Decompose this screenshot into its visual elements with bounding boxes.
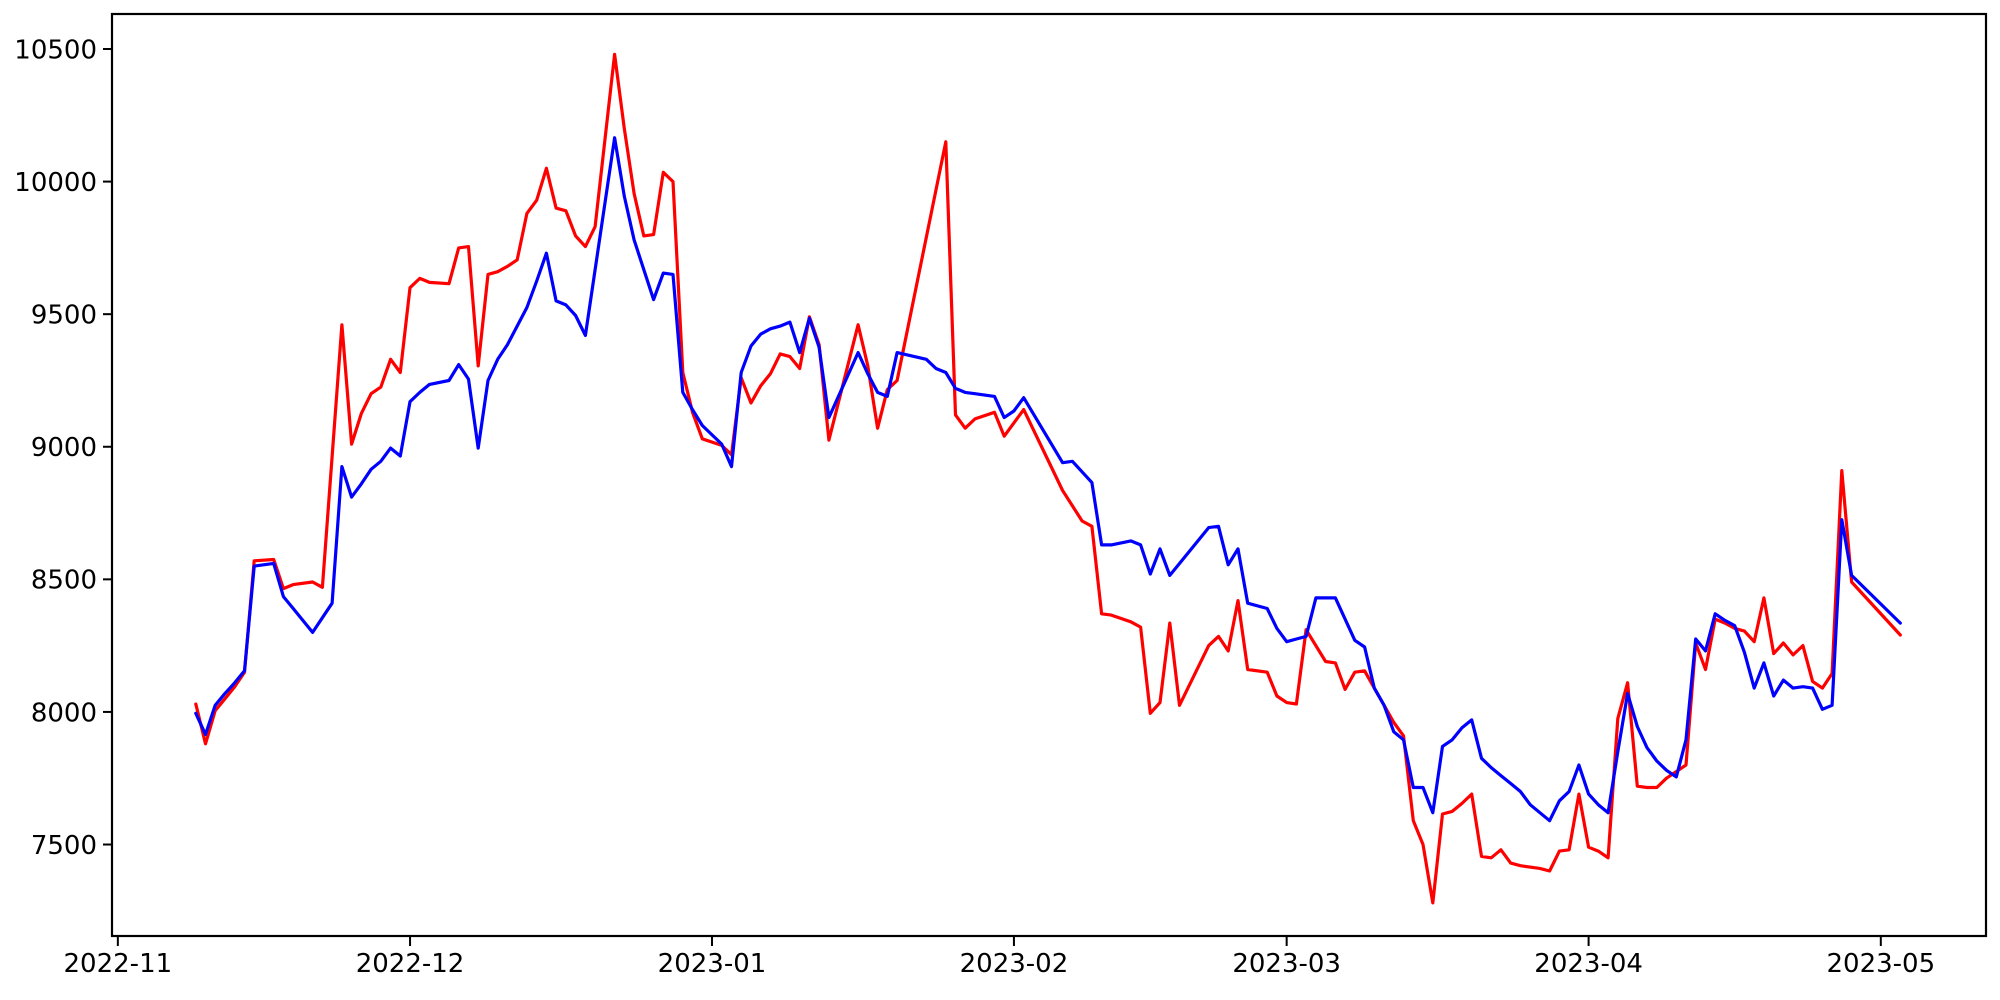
x-tick-label: 2023-02 bbox=[960, 949, 1069, 979]
y-tick-label: 8500 bbox=[31, 566, 97, 596]
x-tick-label: 2023-04 bbox=[1534, 949, 1643, 979]
y-tick-label: 10500 bbox=[14, 35, 97, 65]
x-tick-label: 2023-05 bbox=[1826, 949, 1935, 979]
y-tick-label: 8000 bbox=[31, 698, 97, 728]
y-tick-label: 10000 bbox=[14, 168, 97, 198]
blue-series-line bbox=[194, 136, 1902, 823]
x-tick-label: 2022-12 bbox=[356, 949, 465, 979]
y-tick-label: 7500 bbox=[31, 831, 97, 861]
y-tick-label: 9500 bbox=[31, 301, 97, 331]
x-tick-label: 2023-01 bbox=[658, 949, 767, 979]
x-tick-label: 2023-03 bbox=[1232, 949, 1341, 979]
y-tick-label: 9000 bbox=[31, 433, 97, 463]
x-tick-label: 2022-11 bbox=[64, 949, 173, 979]
plot-border bbox=[110, 12, 1988, 938]
red-series-line bbox=[194, 52, 1902, 905]
